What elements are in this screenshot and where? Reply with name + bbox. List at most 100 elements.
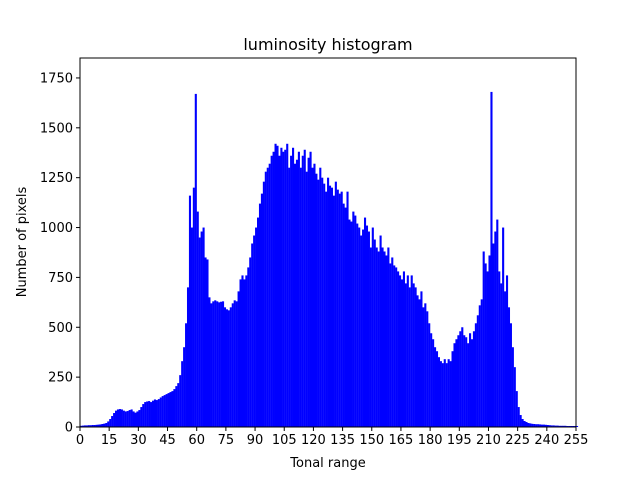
histogram-bar <box>469 333 472 427</box>
histogram-bar <box>113 413 116 427</box>
histogram-bar <box>150 402 153 427</box>
histogram-bar <box>220 301 223 427</box>
histogram-bar <box>383 251 386 427</box>
histogram-bar <box>496 219 499 427</box>
histogram-bar <box>301 155 304 428</box>
histogram-bar <box>461 327 464 427</box>
histogram-bar <box>550 425 553 427</box>
histogram-bar <box>523 421 526 427</box>
chart-title: luminosity histogram <box>243 35 412 54</box>
histogram-bar <box>525 422 528 427</box>
histogram-bar <box>313 163 316 427</box>
histogram-bar <box>190 227 193 427</box>
histogram-bar <box>142 404 145 427</box>
histogram-bar <box>245 275 248 427</box>
histogram-bar <box>365 225 369 427</box>
histogram-bar <box>362 229 365 427</box>
histogram-bar <box>400 279 404 427</box>
histogram-bar <box>395 267 398 427</box>
histogram-bar <box>278 155 281 428</box>
histogram-bar <box>399 275 402 427</box>
histogram-bar <box>529 423 532 427</box>
histogram-bar <box>434 347 437 427</box>
histogram-bar <box>241 275 244 427</box>
histogram-bar <box>171 391 174 427</box>
histogram-bar <box>144 402 147 427</box>
histogram-bar <box>556 425 559 427</box>
histogram-bar <box>115 410 118 427</box>
histogram-bar <box>455 339 458 427</box>
histogram-bar <box>416 295 419 427</box>
y-tick-label: 250 <box>48 371 73 386</box>
histogram-bar <box>280 147 283 427</box>
histogram-bar <box>381 247 384 427</box>
histogram-bar <box>307 157 310 428</box>
x-tick-label: 45 <box>159 433 176 448</box>
histogram-bar <box>183 347 186 427</box>
histogram-bar <box>258 203 262 427</box>
histogram-bar <box>272 151 275 427</box>
histogram-bar <box>233 300 236 427</box>
histogram-bar <box>167 393 170 427</box>
histogram-bar <box>426 311 429 427</box>
histogram-bar <box>375 247 378 427</box>
histogram-bar <box>122 410 125 427</box>
x-tick-label: 195 <box>447 433 472 448</box>
histogram-bar <box>548 425 551 427</box>
histogram-bar <box>340 191 343 427</box>
y-axis-ticks: 0 250 500 750 1000 1250 1500 1750 <box>40 71 80 436</box>
y-axis-label: Number of pixels <box>15 186 30 297</box>
histogram-bar <box>159 397 162 427</box>
histogram-bar <box>459 331 462 427</box>
histogram-bar <box>325 191 328 427</box>
histogram-bar <box>406 275 409 427</box>
histogram-bar <box>179 375 182 427</box>
histogram-bar <box>126 411 129 427</box>
histogram-bar <box>408 287 411 427</box>
histogram-bar <box>507 307 511 427</box>
histogram-bar <box>377 251 380 427</box>
histogram-bar <box>111 416 114 427</box>
histogram-bar <box>328 185 332 427</box>
histogram-bar <box>249 257 252 427</box>
histogram-bar <box>350 221 353 427</box>
histogram-bar <box>332 195 335 427</box>
histogram-bar <box>486 271 489 427</box>
histogram-bar <box>134 412 137 427</box>
histogram-bar <box>239 279 242 427</box>
histogram-bar <box>498 271 501 427</box>
histogram-bar <box>290 155 293 428</box>
histogram-bar <box>297 151 300 427</box>
histogram-bar <box>480 299 483 427</box>
x-tick-label: 150 <box>359 433 384 448</box>
x-axis-ticks: 0 15 30 45 60 75 90 105 120 135 150 165 180 195 210 225… <box>76 427 588 448</box>
histogram-bar <box>200 231 203 427</box>
histogram-bar <box>363 217 367 427</box>
histogram-bar <box>344 207 347 427</box>
histogram-bar <box>268 163 271 427</box>
histogram-bar <box>354 215 357 427</box>
histogram-bar <box>247 267 250 427</box>
x-tick-label: 135 <box>330 433 355 448</box>
histogram-bar <box>428 323 431 427</box>
histogram-bar <box>309 151 312 427</box>
histogram-bar <box>472 331 476 427</box>
histogram-bar <box>338 193 341 427</box>
histogram-bar <box>546 425 549 427</box>
x-tick-label: 165 <box>389 433 414 448</box>
histogram-bar <box>435 351 439 427</box>
histogram-bar <box>99 424 102 427</box>
x-tick-label: 75 <box>218 433 235 448</box>
histogram-bar <box>323 183 326 427</box>
histogram-bar <box>391 257 394 427</box>
histogram-bar <box>251 243 254 427</box>
histogram-bar <box>253 235 256 427</box>
histogram-bar <box>494 231 497 427</box>
histogram-bar <box>387 247 390 427</box>
histogram-bar <box>262 181 265 427</box>
histogram-bar <box>266 167 269 427</box>
histogram-bar <box>221 301 225 427</box>
histogram-bar <box>95 424 98 427</box>
histogram-bar <box>511 347 514 427</box>
histogram-bar <box>533 424 536 427</box>
